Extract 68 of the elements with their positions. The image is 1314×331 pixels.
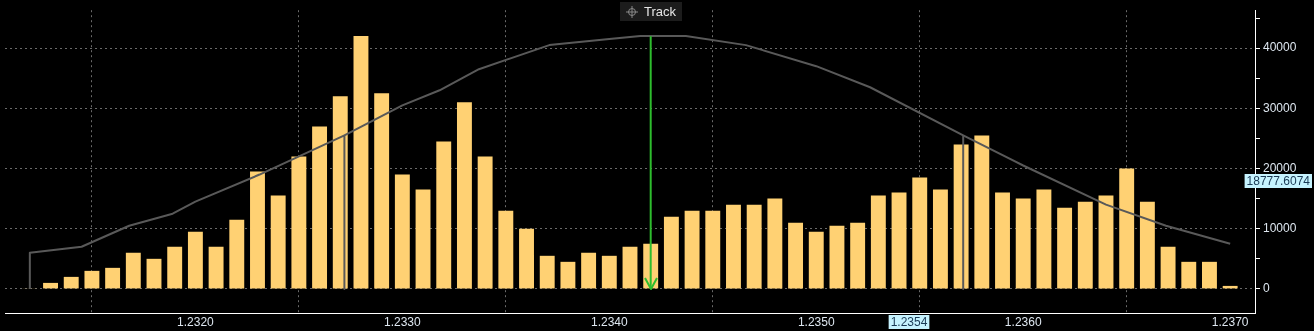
bar: [167, 246, 183, 289]
bar: [105, 267, 121, 289]
bar: [788, 222, 804, 289]
bar: [705, 210, 721, 289]
bar: [601, 255, 617, 289]
bar: [1015, 198, 1031, 289]
bar: [891, 192, 907, 289]
y-tick-label: 30000: [1263, 100, 1297, 115]
x-tick-label: 1.2360: [1004, 314, 1042, 329]
bar: [498, 210, 514, 289]
bar: [63, 276, 79, 289]
bar: [850, 222, 866, 289]
bar: [229, 219, 245, 289]
bar: [125, 252, 141, 289]
bar: [932, 189, 948, 289]
bar: [1139, 201, 1155, 289]
bar: [912, 177, 928, 289]
bar: [767, 198, 783, 289]
bar: [746, 204, 762, 289]
bar: [519, 228, 534, 289]
x-tick-label: 1.2330: [384, 314, 422, 329]
bar: [250, 171, 265, 289]
bar: [312, 126, 328, 289]
bar: [539, 255, 555, 289]
bar: [146, 258, 162, 289]
bar: [1077, 201, 1093, 289]
bar: [436, 141, 452, 289]
y-tick-label: 40000: [1263, 40, 1297, 55]
bar: [974, 135, 990, 289]
bar: [374, 93, 390, 289]
bar: [84, 270, 100, 289]
bar: [477, 156, 493, 289]
x-tick-label: 1.2320: [177, 314, 215, 329]
bar: [560, 261, 576, 289]
text: 1.2354: [890, 315, 928, 330]
annotation: Track: [644, 4, 677, 19]
bar: [1036, 189, 1052, 289]
bar: [684, 210, 700, 289]
bar: [1202, 261, 1217, 289]
bar: [43, 282, 58, 289]
bar: [353, 36, 369, 289]
bar: [456, 102, 472, 289]
bar: [208, 246, 224, 289]
bar: [581, 252, 597, 289]
bar: [1057, 207, 1073, 289]
bar: [291, 156, 307, 289]
bar: [1098, 195, 1114, 289]
bar: [995, 192, 1010, 289]
y-tick-label: 10000: [1263, 221, 1297, 236]
x-tick-label: 1.2350: [797, 314, 835, 329]
annotation: 18777.6074: [1246, 174, 1311, 189]
bar: [808, 231, 824, 289]
bar: [1181, 261, 1197, 289]
x-tick-label: 1.2340: [590, 314, 628, 329]
y-tick-label: 0: [1263, 281, 1270, 296]
bar: [394, 174, 410, 289]
bar: [622, 246, 638, 289]
bar: [270, 195, 286, 289]
y-tick-label: 20000: [1263, 160, 1297, 175]
bar: [870, 195, 886, 289]
bar: [1160, 246, 1176, 289]
bar: [1119, 168, 1135, 289]
bar: [663, 216, 679, 289]
x-tick-label: 1.2370: [1211, 314, 1249, 329]
bar: [726, 204, 741, 289]
bar: [415, 189, 431, 289]
bar: [829, 225, 845, 289]
bar: [187, 231, 203, 289]
